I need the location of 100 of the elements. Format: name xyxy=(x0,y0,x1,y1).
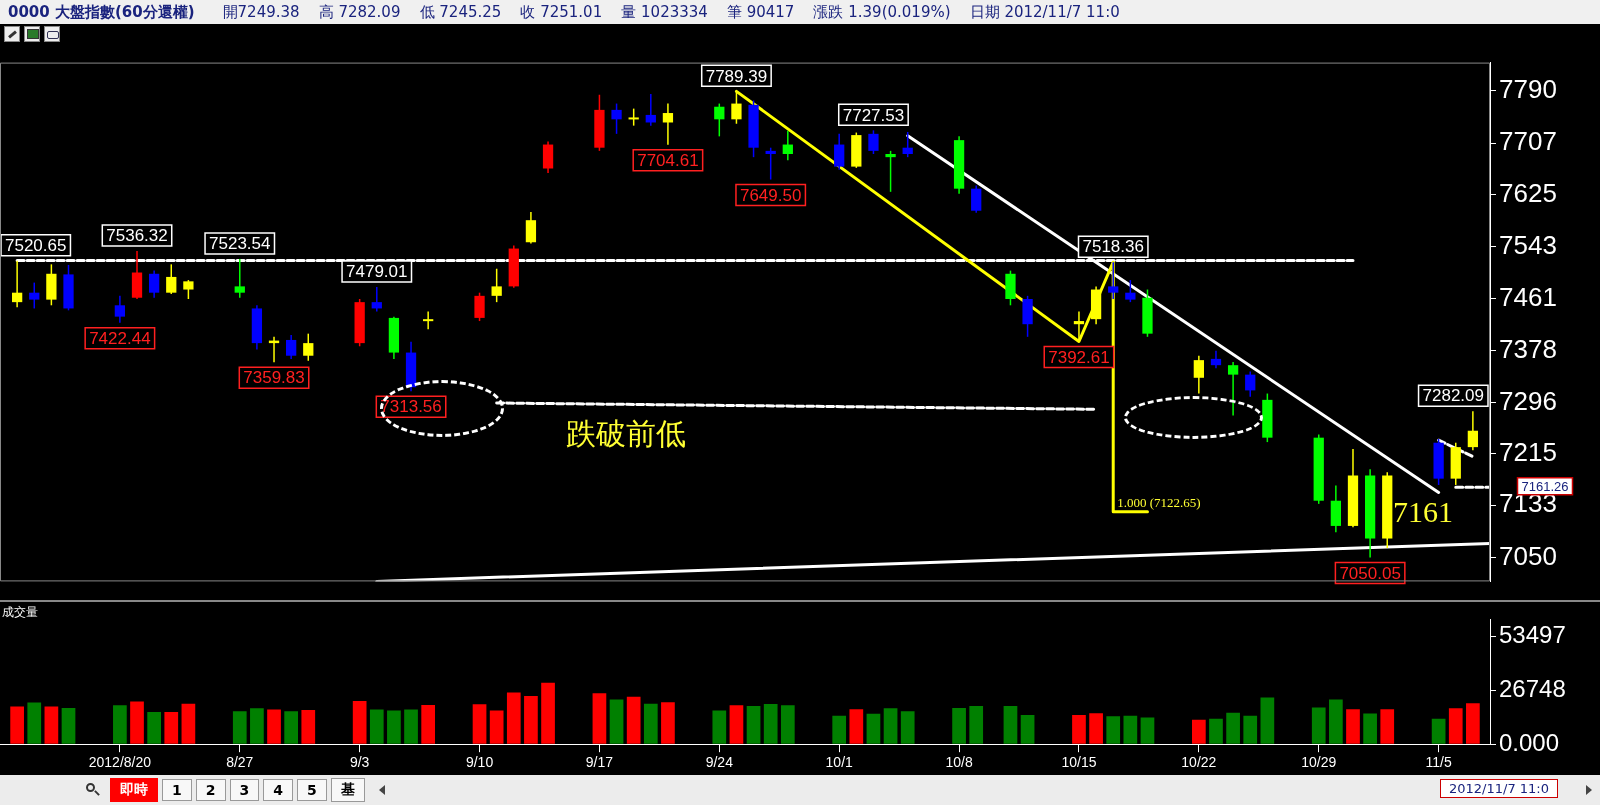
bar xyxy=(900,711,915,744)
y-tick-label: 7790 xyxy=(1499,74,1557,105)
bar xyxy=(130,701,144,744)
bar xyxy=(1072,715,1086,744)
candlestick xyxy=(782,129,793,162)
bar xyxy=(44,706,59,744)
bar xyxy=(147,711,161,744)
bar xyxy=(832,715,847,744)
bar xyxy=(1431,718,1446,744)
bar xyxy=(1140,717,1155,744)
annotation: 7704.61 xyxy=(637,150,699,170)
x-tick-label: 9/10 xyxy=(465,754,494,771)
candlestick xyxy=(885,150,896,193)
y-tick-label: 7543 xyxy=(1499,229,1557,260)
y-tick-label: 7378 xyxy=(1499,333,1557,364)
candlestick xyxy=(423,310,434,330)
y-tick-label: 7296 xyxy=(1499,385,1557,416)
bar xyxy=(113,705,127,744)
bar xyxy=(1363,713,1377,744)
candlestick xyxy=(234,258,245,299)
text: 2 xyxy=(195,779,226,801)
annotation: 7479.01 xyxy=(346,262,408,282)
annotation: 7789.39 xyxy=(705,66,768,86)
bar xyxy=(883,708,898,744)
annotation: 7518.36 xyxy=(1082,237,1144,257)
bar xyxy=(489,710,504,744)
bar xyxy=(1192,719,1206,744)
y-tick-label: 53497 xyxy=(1499,621,1566,649)
bar xyxy=(301,709,316,744)
candlestick xyxy=(765,146,776,181)
candlestick xyxy=(1245,370,1256,398)
bar xyxy=(1089,713,1103,744)
candlestick xyxy=(971,184,982,214)
bar xyxy=(661,702,675,744)
text: 4 xyxy=(263,779,293,801)
candlestick xyxy=(183,279,194,300)
bar xyxy=(1020,715,1035,744)
bar xyxy=(729,705,744,744)
annotation: 7313.56 xyxy=(380,397,442,417)
bar xyxy=(524,696,538,744)
candlestick xyxy=(149,269,160,299)
bar xyxy=(164,711,179,744)
bar xyxy=(1466,703,1480,744)
bar xyxy=(1448,708,1463,744)
annotation: 跌破前低 xyxy=(565,417,686,451)
bar xyxy=(1123,715,1138,744)
bar xyxy=(1209,718,1223,744)
chart-subtitle: 開7249.38 高 7282.09 低 7245.25 收 7251.01 量 1023334 筆 90417 漲跌 1.39(0.019%) 日期 2012/11/7 11:0 xyxy=(222,2,1120,22)
candlestick xyxy=(645,93,656,127)
bar xyxy=(421,704,436,744)
candlestick xyxy=(1125,279,1136,303)
bar xyxy=(1260,697,1275,744)
text: 即時 xyxy=(110,778,158,802)
bar xyxy=(267,709,281,744)
y-tick-label: 7707 xyxy=(1499,126,1557,157)
bar xyxy=(1346,709,1360,744)
y-tick-label: 7625 xyxy=(1499,178,1557,209)
candlestick xyxy=(714,102,725,138)
text: 5 xyxy=(297,779,327,801)
text: 3 xyxy=(229,779,260,801)
annotation: 7359.83 xyxy=(243,368,305,388)
x-tick-label: 10/8 xyxy=(945,754,973,771)
bar xyxy=(609,699,624,744)
bar xyxy=(284,711,298,744)
candlestick xyxy=(286,334,297,360)
bar xyxy=(1329,699,1343,744)
candlestick xyxy=(1193,354,1204,395)
chart-title: 成交量 xyxy=(2,604,38,621)
bar xyxy=(643,703,658,744)
x-tick-label: 11/5 xyxy=(1425,754,1452,771)
text: 1 xyxy=(162,779,192,801)
y-tick-label: 7050 xyxy=(1499,540,1557,571)
annotation: 7161 xyxy=(1392,494,1453,528)
text: 基 xyxy=(330,778,365,802)
x-tick-label: 10/15 xyxy=(1061,754,1097,771)
bar xyxy=(506,692,521,744)
bar xyxy=(1106,716,1121,744)
bar xyxy=(866,713,881,744)
bar xyxy=(181,703,196,744)
bar xyxy=(541,682,555,744)
bar xyxy=(27,702,42,744)
chart-title: 0000 大盤指數(60分還權) xyxy=(8,2,195,22)
candlestick xyxy=(902,131,913,158)
bar xyxy=(763,703,778,744)
annotation: 7282.09 xyxy=(1422,386,1484,406)
candlestick xyxy=(1108,261,1119,300)
x-tick-label: 9/24 xyxy=(705,754,734,771)
bar xyxy=(849,709,864,744)
bar xyxy=(952,707,966,744)
annotation: 7649.50 xyxy=(739,185,802,205)
candlestick xyxy=(868,129,879,155)
bar xyxy=(10,706,24,744)
candlestick xyxy=(525,211,537,245)
bar xyxy=(472,704,487,744)
annotation: 7392.61 xyxy=(1048,347,1110,367)
x-tick-label: 9/17 xyxy=(585,754,614,771)
bar xyxy=(1243,715,1258,744)
bar xyxy=(746,705,761,744)
text: 2012/11/7 11:0 xyxy=(1440,779,1558,798)
x-tick-label: 10/29 xyxy=(1301,754,1337,771)
